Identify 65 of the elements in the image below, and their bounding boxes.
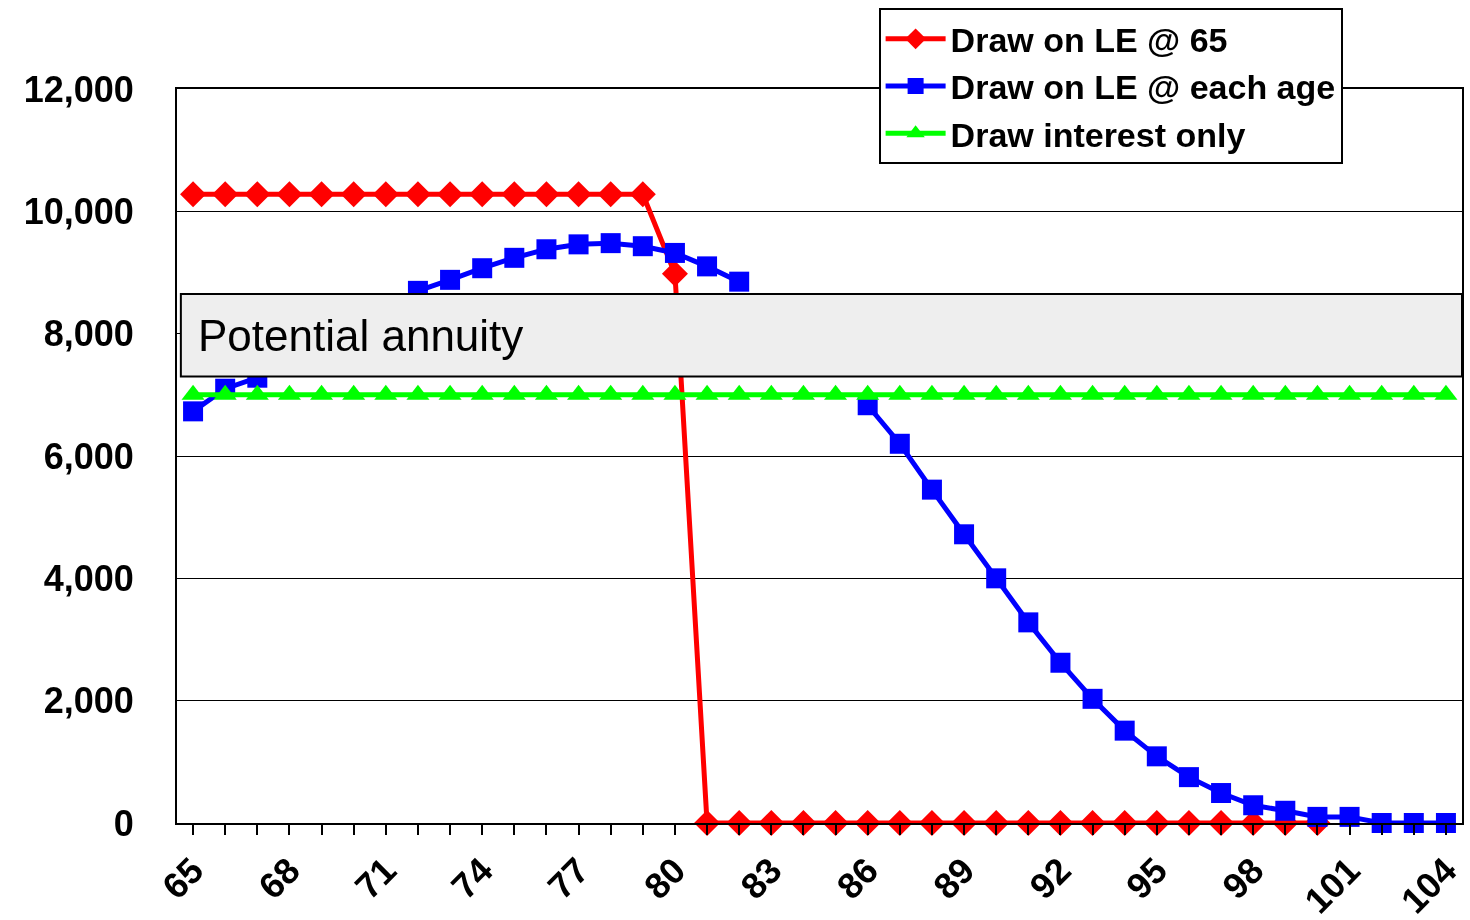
point (404, 181, 431, 208)
point (536, 239, 557, 260)
point (697, 256, 718, 277)
point (504, 247, 525, 268)
point (1050, 652, 1071, 673)
point (921, 479, 942, 500)
x-tick-label: 98 (1214, 849, 1272, 907)
legend-label: Draw on LE @ each age (950, 68, 1336, 107)
point (664, 242, 685, 263)
x-tick-label: 68 (250, 849, 308, 907)
y-tick-label: 12,000 (23, 68, 134, 110)
point (1114, 720, 1135, 741)
x-tick-label: 104 (1392, 849, 1465, 920)
point (632, 236, 653, 257)
point (1243, 795, 1264, 816)
y-tick-label: 0 (113, 802, 134, 844)
x-tick-label: 83 (732, 849, 790, 907)
y-tick-label: 10,000 (23, 190, 134, 232)
point (244, 181, 271, 208)
y-tick-label: 2,000 (43, 680, 134, 722)
point (889, 433, 910, 454)
point (600, 233, 621, 254)
point (568, 234, 589, 255)
point (661, 260, 688, 287)
point (183, 401, 204, 422)
point (501, 181, 528, 208)
point (597, 181, 624, 208)
point (212, 181, 239, 208)
point (469, 181, 496, 208)
point (340, 181, 367, 208)
point (440, 269, 461, 290)
point (629, 181, 656, 208)
x-tick-label: 89 (925, 849, 983, 907)
x-tick-label: 71 (346, 849, 405, 907)
x-tick-label: 77 (539, 849, 597, 907)
legend-label: Draw interest only (950, 115, 1246, 154)
x-tick-label: 101 (1296, 849, 1368, 920)
y-tick-label: 6,000 (43, 435, 134, 477)
band-label: Potential annuity (198, 311, 524, 360)
point (1146, 746, 1167, 767)
point (986, 568, 1007, 589)
point (533, 181, 560, 208)
point (472, 258, 493, 279)
x-tick-label: 80 (636, 849, 694, 907)
point (954, 524, 975, 545)
point (276, 181, 303, 208)
point (437, 181, 464, 208)
point (1082, 688, 1103, 709)
point (1275, 800, 1296, 821)
point (729, 271, 750, 292)
point (1018, 612, 1039, 633)
legend-label: Draw on LE @ 65 (950, 21, 1228, 60)
point (180, 181, 207, 208)
point (1178, 767, 1199, 788)
x-tick-label: 95 (1117, 849, 1176, 907)
point (308, 181, 335, 208)
point (372, 181, 399, 208)
y-tick-label: 4,000 (43, 557, 134, 599)
point (1211, 783, 1232, 804)
x-tick-label: 86 (828, 849, 887, 907)
x-tick-label: 65 (154, 849, 212, 907)
point (565, 181, 592, 208)
x-tick-label: 74 (443, 849, 501, 907)
x-tick-label: 92 (1021, 849, 1079, 907)
y-tick-label: 8,000 (43, 313, 134, 355)
